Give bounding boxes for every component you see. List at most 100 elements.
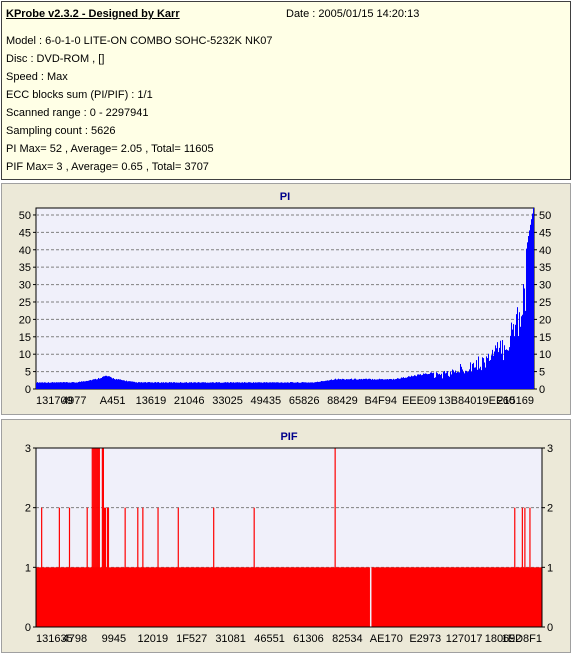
- x-tick-label: 33025: [212, 395, 243, 407]
- pi-bar: [355, 378, 356, 389]
- pi-bar: [201, 382, 202, 389]
- pi-bar: [432, 373, 433, 389]
- pi-bar: [216, 382, 217, 389]
- pi-bar: [129, 381, 130, 389]
- pif-spike: [142, 507, 144, 627]
- y-tick-label-right: 30: [539, 280, 551, 292]
- pi-bar: [230, 382, 231, 389]
- pi-bar: [39, 382, 40, 389]
- pi-bar: [517, 307, 518, 389]
- pi-bar: [404, 378, 405, 389]
- pi-bar: [120, 379, 121, 389]
- pi-bar: [343, 378, 344, 389]
- pi-bar: [505, 349, 506, 389]
- pif-spike: [97, 448, 99, 627]
- pi-bar: [75, 382, 76, 389]
- pi-bar: [281, 382, 282, 389]
- pi-bar: [348, 379, 349, 389]
- pi-bar: [351, 378, 352, 389]
- pi-bar: [48, 382, 49, 389]
- pi-bar: [368, 378, 369, 389]
- pi-bar: [469, 369, 470, 389]
- pi-bar: [277, 382, 278, 389]
- pif-spike: [58, 507, 60, 627]
- pi-bar: [41, 382, 42, 389]
- pi-bar: [36, 382, 37, 389]
- pi-bar: [226, 382, 227, 389]
- pi-bar: [329, 380, 330, 389]
- pi-bar: [461, 366, 462, 389]
- pi-bar: [360, 379, 361, 389]
- pi-bar: [206, 382, 207, 389]
- pi-bar: [319, 381, 320, 389]
- x-tick-label: 180692: [485, 633, 522, 645]
- pi-bar: [449, 376, 450, 389]
- pi-bar: [493, 355, 494, 389]
- y-tick-label-right: 25: [539, 297, 551, 309]
- pi-bar: [234, 382, 235, 389]
- pi-bar: [524, 288, 525, 389]
- pi-bar: [509, 347, 510, 389]
- pi-bar: [232, 382, 233, 389]
- pi-bar: [50, 382, 51, 389]
- info-model: Model : 6-0-1-0 LITE-ON COMBO SOHC-5232K…: [6, 35, 273, 47]
- pi-bar: [272, 382, 273, 389]
- pi-bar: [219, 382, 220, 389]
- x-tick-label: EEE09: [402, 395, 436, 407]
- pi-bar: [405, 377, 406, 389]
- pi-bar: [362, 379, 363, 389]
- pi-bar: [151, 382, 152, 389]
- pi-bar: [379, 378, 380, 389]
- y-tick-label: 0: [25, 384, 31, 396]
- pi-bar: [98, 377, 99, 389]
- pi-bar: [197, 382, 198, 389]
- pi-bar: [71, 382, 72, 389]
- pi-bar: [84, 381, 85, 389]
- pi-bar: [294, 382, 295, 389]
- pi-bar: [450, 371, 451, 389]
- pi-bar: [196, 382, 197, 389]
- pi-bar: [92, 379, 93, 389]
- x-tick-label: 9945: [102, 633, 126, 645]
- pi-bar: [83, 381, 84, 389]
- pi-bar: [291, 382, 292, 389]
- pi-bar: [62, 382, 63, 389]
- pi-bar: [214, 382, 215, 389]
- pi-bar: [169, 382, 170, 389]
- pi-bar: [95, 378, 96, 389]
- pi-bar: [117, 379, 118, 389]
- y-tick-label: 0: [25, 622, 31, 634]
- pi-bar: [157, 382, 158, 389]
- x-tick-label: 13619: [136, 395, 167, 407]
- pi-bar: [104, 376, 105, 389]
- pif-spike: [213, 507, 215, 627]
- pi-bar: [128, 381, 129, 389]
- y-tick-label: 35: [19, 262, 31, 274]
- pi-bar: [275, 382, 276, 389]
- pi-bar: [391, 379, 392, 389]
- pi-chart: PI 0 0 5 5 10 10 15 15 20 20 25 25 30 30 35 35 40 40 45 45 50…: [19, 191, 552, 407]
- pi-bar: [472, 363, 473, 389]
- pi-bar: [273, 382, 274, 389]
- pi-bar: [194, 382, 195, 389]
- pi-bar: [125, 381, 126, 389]
- pi-bar: [374, 379, 375, 389]
- pi-bar: [430, 372, 431, 389]
- pif-spike: [41, 507, 43, 627]
- x-tick-label: 1ED8F1: [502, 633, 542, 645]
- y-tick-label: 10: [19, 349, 31, 361]
- pi-bar: [419, 374, 420, 389]
- pi-bar: [494, 351, 495, 389]
- pi-bar: [93, 379, 94, 389]
- pi-bar: [243, 382, 244, 389]
- pi-bar: [488, 353, 489, 389]
- pi-bar: [238, 382, 239, 389]
- pi-bar: [177, 382, 178, 389]
- pi-bar: [381, 379, 382, 389]
- pi-bar: [504, 345, 505, 389]
- pi-bar: [51, 382, 52, 389]
- pi-bar: [150, 382, 151, 389]
- pi-bar: [331, 379, 332, 389]
- pi-bar: [487, 358, 488, 389]
- pi-bar: [237, 382, 238, 389]
